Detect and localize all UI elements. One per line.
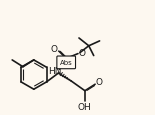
Text: O: O [78,49,85,58]
Text: Abs: Abs [60,60,73,66]
Text: OH: OH [78,102,92,111]
FancyBboxPatch shape [57,57,75,69]
Text: O: O [95,78,102,87]
Text: HN: HN [48,66,61,75]
Text: O: O [51,45,58,54]
